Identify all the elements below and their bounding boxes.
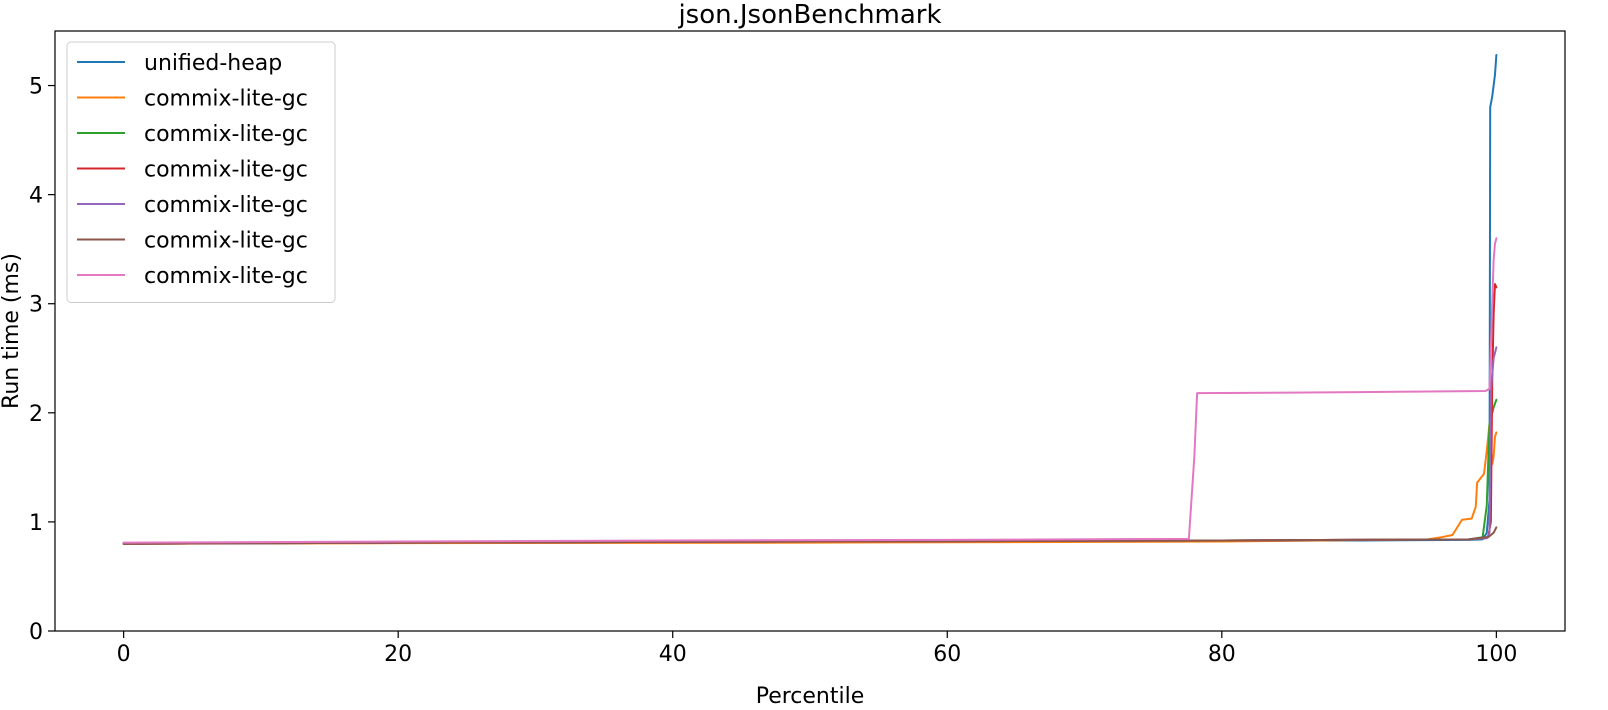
series-line-3 xyxy=(122,398,1498,545)
y-tick-label: 4 xyxy=(29,184,43,209)
legend: unified-heap commix-lite-gc commix-lite-gc… xyxy=(66,41,336,303)
x-tick-label: 40 xyxy=(659,642,687,667)
legend-label-3: commix-lite-gc xyxy=(144,122,308,147)
legend-label-4: commix-lite-gc xyxy=(144,158,308,183)
x-tick-label: 20 xyxy=(384,642,412,667)
y-axis-label: Run time (ms) xyxy=(0,253,24,409)
y-tick-label: 3 xyxy=(29,293,43,318)
legend-box xyxy=(66,41,336,303)
legend-label-6: commix-lite-gc xyxy=(144,229,308,254)
series-line-5 xyxy=(122,346,1498,545)
chart-title: json.JsonBenchmark xyxy=(677,0,941,30)
y-tick-label: 1 xyxy=(29,511,43,536)
x-tick-label: 60 xyxy=(933,642,961,667)
x-axis-label: Percentile xyxy=(756,684,865,709)
y-tick-label: 2 xyxy=(29,402,43,427)
series-line-7 xyxy=(122,237,1498,544)
legend-label-7: commix-lite-gc xyxy=(144,264,308,289)
y-axis: 0 1 2 3 4 5 xyxy=(29,75,55,645)
legend-label-1: unified-heap xyxy=(144,51,282,76)
x-axis: 0 20 40 60 80 100 xyxy=(117,631,1517,667)
x-tick-label: 100 xyxy=(1475,642,1517,667)
series-layer xyxy=(122,54,1498,545)
legend-label-2: commix-lite-gc xyxy=(144,87,308,112)
y-tick-label: 5 xyxy=(29,75,43,100)
plot-frame xyxy=(54,30,1566,632)
series-line-6 xyxy=(122,526,1498,545)
series-line-2 xyxy=(122,422,1498,545)
legend-label-5: commix-lite-gc xyxy=(144,193,308,218)
x-tick-label: 0 xyxy=(117,642,131,667)
x-tick-label: 80 xyxy=(1208,642,1236,667)
y-tick-label: 0 xyxy=(29,620,43,645)
series-line-4 xyxy=(122,283,1498,545)
